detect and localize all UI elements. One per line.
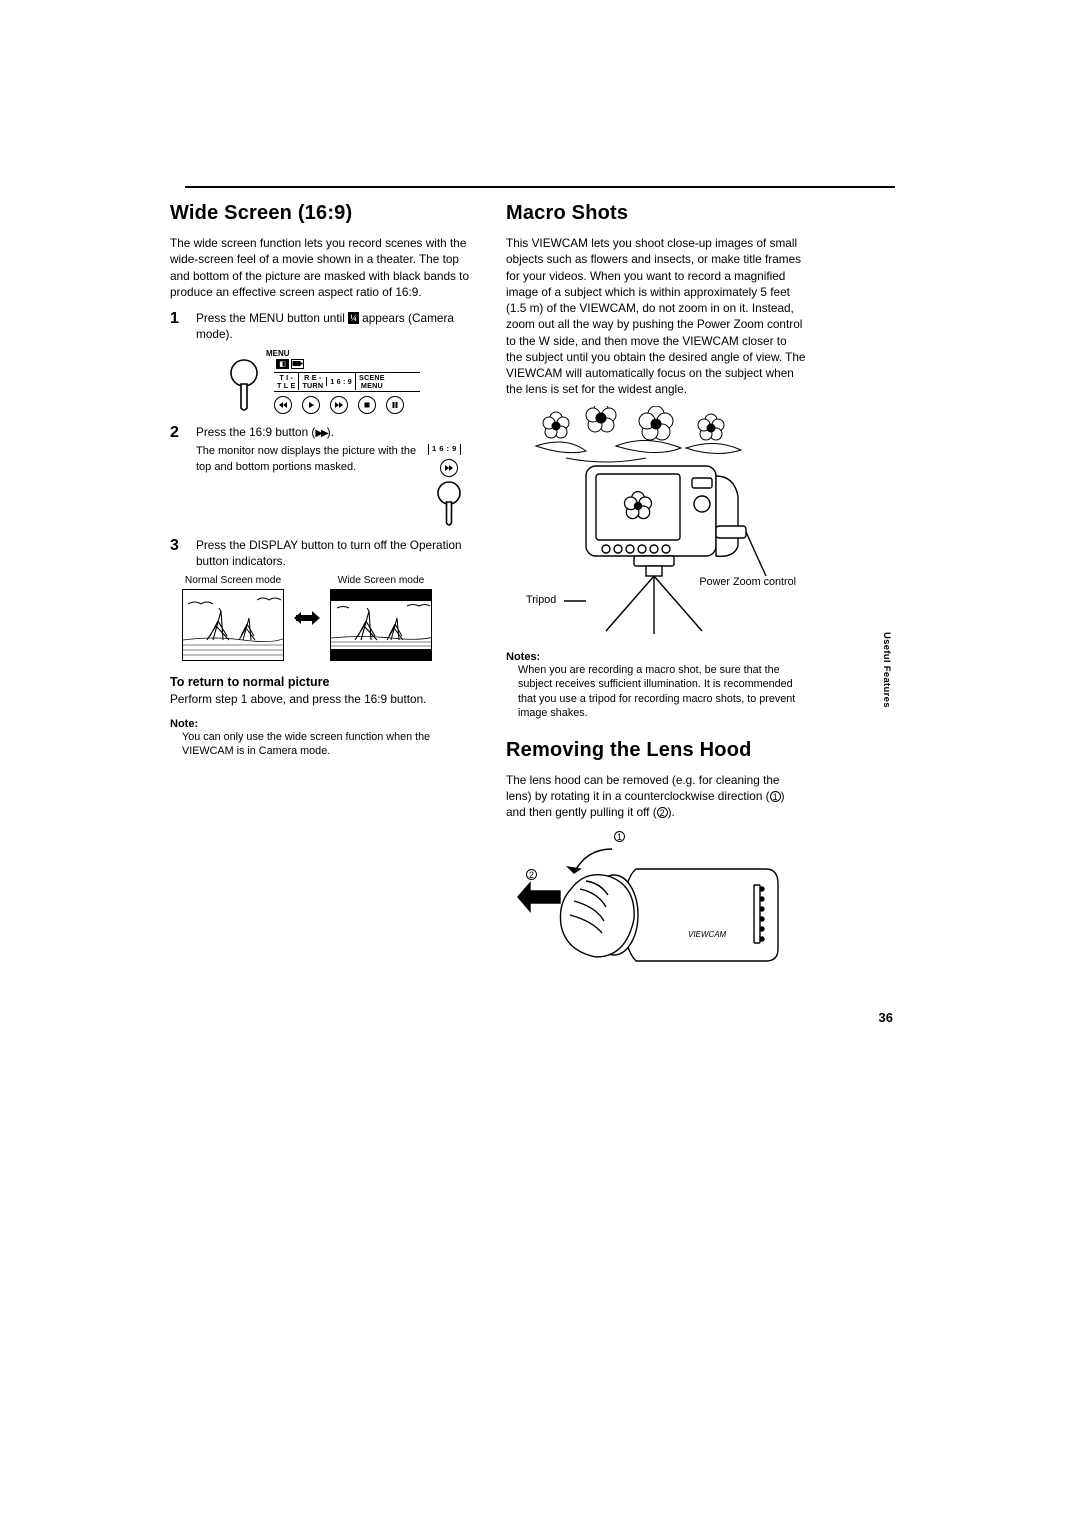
step-1-text-a: Press the MENU button until (196, 311, 348, 325)
circled-1-icon: 1 (614, 831, 625, 842)
tripod-label: Tripod (526, 594, 556, 606)
wide-intro-text: The wide screen function lets you record… (170, 235, 470, 300)
step-2-line1-end: ). (327, 425, 334, 439)
svg-text:VIEWCAM: VIEWCAM (688, 930, 727, 939)
menu-status-icon: ◧ (276, 359, 289, 369)
step-2-sub: The monitor now displays the picture wit… (196, 444, 420, 474)
heading-wide-screen: Wide Screen (16:9) (170, 202, 470, 225)
step-2-line1: Press the 16:9 button ( (196, 425, 315, 439)
normal-mode-frame (182, 589, 284, 661)
menu-cell: 1 6 : 9 (326, 377, 355, 386)
macro-figure: Power Zoom control Tripod (516, 406, 796, 641)
menu-label: MENU (266, 349, 420, 358)
menu-status-icon (291, 359, 304, 369)
right-column: Macro Shots This VIEWCAM lets you shoot … (506, 202, 806, 989)
stop-icon (358, 396, 376, 414)
heading-lens-hood: Removing the Lens Hood (506, 739, 806, 762)
step-1: 1 Press the MENU button until ¼ appears … (170, 310, 470, 343)
mini-16-9-label: 1 6 : 9 (428, 444, 461, 454)
hood-text-a: The lens hood can be removed (e.g. for c… (506, 773, 779, 803)
one-quarter-icon: ¼ (348, 312, 359, 324)
manual-page: Wide Screen (16:9) The wide screen funct… (0, 0, 1080, 1528)
return-body: Perform step 1 above, and press the 16:9… (170, 691, 470, 707)
notes-body: When you are recording a macro shot, be … (518, 663, 806, 721)
rewind-icon (274, 396, 292, 414)
circled-2-icon: 2 (657, 807, 668, 818)
step-3: 3 Press the DISPLAY button to turn off t… (170, 537, 470, 570)
normal-mode-caption: Normal Screen mode (185, 575, 281, 586)
two-column-layout: Wide Screen (16:9) The wide screen funct… (170, 202, 960, 989)
macro-intro: This VIEWCAM lets you shoot close-up ima… (506, 235, 806, 398)
step-number: 2 (170, 424, 182, 527)
circled-1-icon: 1 (770, 791, 781, 802)
step-2: 2 Press the 16:9 button (▶▶). The monito… (170, 424, 470, 527)
pause-icon (386, 396, 404, 414)
screen-mode-figure: Normal Screen mode (182, 575, 470, 661)
menu-figure: MENU ◧ (170, 349, 470, 414)
notes-heading: Notes: (506, 651, 806, 663)
ff-icon (440, 459, 458, 477)
page-number: 36 (879, 1010, 893, 1025)
wide-mode-caption: Wide Screen mode (338, 575, 425, 586)
play-icon (302, 396, 320, 414)
left-column: Wide Screen (16:9) The wide screen funct… (170, 202, 470, 989)
lens-hood-figure: VIEWCAM 1 2 (516, 829, 796, 989)
menu-cell: T I - T L E (274, 373, 298, 389)
power-zoom-label: Power Zoom control (699, 576, 796, 588)
hood-intro: The lens hood can be removed (e.g. for c… (506, 772, 806, 821)
swap-arrow-icon (294, 608, 320, 628)
note-heading: Note: (170, 718, 470, 730)
return-heading: To return to normal picture (170, 675, 470, 689)
note-body: You can only use the wide screen functio… (182, 730, 470, 759)
press-hand-icon (428, 481, 470, 527)
step-1-body: Press the MENU button until ¼ appears (C… (196, 310, 470, 343)
ff-icon (330, 396, 348, 414)
step-number: 3 (170, 537, 182, 570)
wide-mode-frame (330, 589, 432, 661)
step-2-body: Press the 16:9 button (▶▶). The monitor … (196, 424, 470, 527)
circled-2-icon: 2 (526, 869, 537, 880)
ff-glyph-icon: ▶▶ (315, 428, 326, 439)
menu-bar: T I - T L E R E - TURN 1 6 : 9 SCENE MEN… (274, 372, 420, 392)
top-rule (185, 186, 895, 188)
menu-cell: R E - TURN (298, 373, 326, 389)
side-tab: Useful Features (881, 632, 892, 708)
step-3-text: Press the DISPLAY button to turn off the… (196, 537, 470, 570)
hood-text-c: ). (668, 805, 675, 819)
menu-cell: SCENE MENU (355, 373, 388, 389)
step-number: 1 (170, 310, 182, 343)
press-hand-icon (220, 358, 268, 414)
heading-macro: Macro Shots (506, 202, 806, 225)
